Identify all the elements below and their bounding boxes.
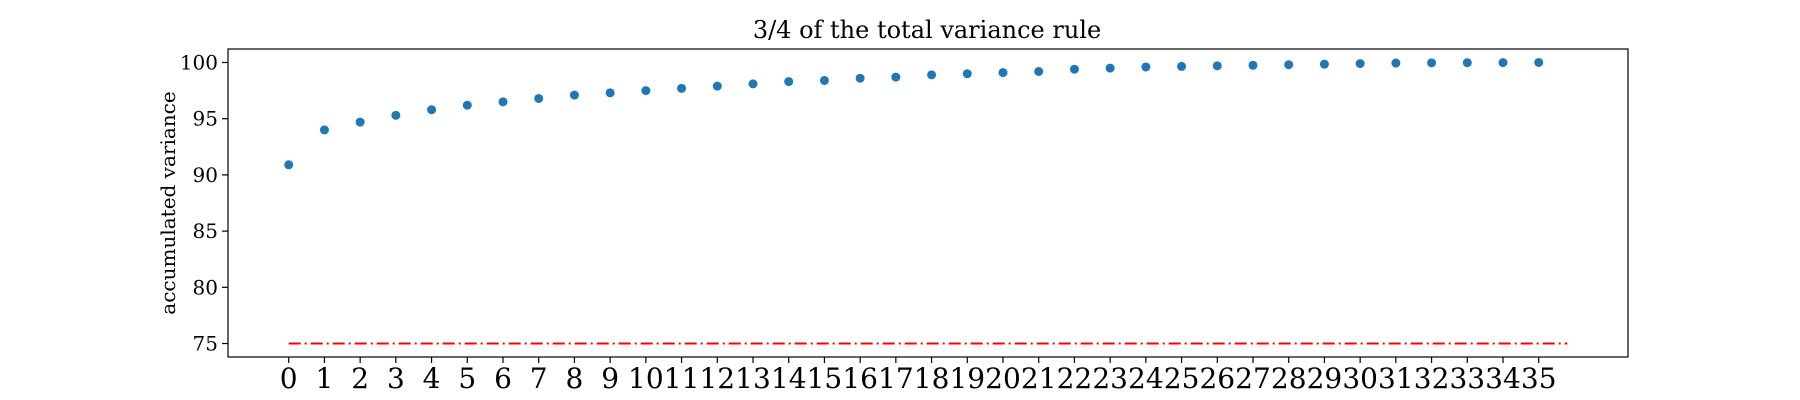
x-tick-label: 33 — [1449, 362, 1485, 395]
x-tick-label: 3 — [387, 362, 405, 395]
y-axis-title: accumulated variance — [156, 91, 180, 314]
data-point — [534, 93, 544, 103]
data-point — [1034, 66, 1044, 76]
x-tick-label: 13 — [735, 362, 771, 395]
data-point — [784, 77, 794, 87]
x-tick-label: 26 — [1199, 362, 1235, 395]
x-tick-label: 28 — [1271, 362, 1307, 395]
y-tick-label: 75 — [193, 332, 218, 356]
x-tick-label: 31 — [1378, 362, 1414, 395]
data-point — [819, 75, 829, 85]
data-point — [1069, 64, 1079, 74]
x-tick-label: 18 — [914, 362, 950, 395]
x-tick-label: 10 — [628, 362, 664, 395]
data-point — [855, 73, 865, 83]
data-point — [498, 97, 508, 107]
x-tick-label: 19 — [949, 362, 985, 395]
data-point — [712, 81, 722, 91]
y-tick-label: 100 — [180, 50, 218, 74]
x-tick-label: 32 — [1414, 362, 1450, 395]
data-point — [1284, 60, 1294, 70]
x-tick-label: 17 — [878, 362, 914, 395]
y-tick-label: 90 — [193, 163, 218, 187]
x-tick-label: 6 — [494, 362, 512, 395]
data-point — [1427, 58, 1437, 68]
data-point — [284, 160, 294, 170]
data-point — [1498, 58, 1508, 68]
x-tick-label: 22 — [1057, 362, 1093, 395]
x-tick-label: 12 — [699, 362, 735, 395]
data-point — [1248, 60, 1258, 70]
data-point — [462, 100, 472, 110]
y-tick-label: 80 — [193, 275, 218, 299]
data-point — [891, 72, 901, 82]
data-point — [677, 83, 687, 93]
y-tick-label: 85 — [193, 219, 218, 243]
x-tick-label: 8 — [566, 362, 584, 395]
x-tick-label: 2 — [351, 362, 369, 395]
x-tick-label: 5 — [458, 362, 476, 395]
x-tick-label: 16 — [842, 362, 878, 395]
chart-title: 3/4 of the total variance rule — [753, 16, 1101, 44]
data-point — [605, 88, 615, 98]
x-tick-label: 29 — [1307, 362, 1343, 395]
x-tick-label: 27 — [1235, 362, 1271, 395]
data-point — [998, 68, 1008, 78]
data-point — [319, 125, 329, 135]
data-point — [962, 69, 972, 79]
x-tick-label: 11 — [664, 362, 700, 395]
x-tick-label: 20 — [985, 362, 1021, 395]
y-axis-ticks: 75 80 85 90 95 100 — [180, 50, 228, 356]
data-point — [1355, 59, 1365, 69]
data-point — [1177, 61, 1187, 71]
x-tick-label: 25 — [1164, 362, 1200, 395]
data-point — [1212, 61, 1222, 71]
x-tick-label: 21 — [1021, 362, 1057, 395]
data-points — [284, 57, 1544, 170]
plot-area-frame — [227, 48, 1629, 358]
data-point — [1462, 58, 1472, 68]
x-tick-label: 7 — [530, 362, 548, 395]
x-tick-label: 15 — [807, 362, 843, 395]
x-axis-ticks: 0 1 2 3 4 5 6 7 8 9 10 11 12 13 14 15 16 17 18 19 20 21 22 23 24… — [280, 357, 1557, 395]
data-point — [1319, 59, 1329, 69]
data-point — [1534, 57, 1544, 67]
data-point — [748, 79, 758, 89]
data-point — [391, 110, 401, 120]
data-point — [1141, 62, 1151, 72]
x-tick-label: 1 — [316, 362, 334, 395]
data-point — [927, 70, 937, 80]
y-tick-label: 95 — [193, 107, 218, 131]
x-tick-label: 24 — [1128, 362, 1164, 395]
x-tick-label: 35 — [1521, 362, 1557, 395]
x-tick-label: 34 — [1485, 362, 1521, 395]
x-tick-label: 23 — [1092, 362, 1128, 395]
data-point — [355, 117, 365, 127]
data-point — [1105, 63, 1115, 73]
x-tick-label: 30 — [1342, 362, 1378, 395]
data-point — [1391, 58, 1401, 68]
x-tick-label: 9 — [601, 362, 619, 395]
x-tick-label: 0 — [280, 362, 298, 395]
x-tick-label: 14 — [771, 362, 807, 395]
data-point — [427, 105, 437, 115]
data-point — [569, 90, 579, 100]
data-point — [641, 86, 651, 96]
x-tick-label: 4 — [423, 362, 441, 395]
